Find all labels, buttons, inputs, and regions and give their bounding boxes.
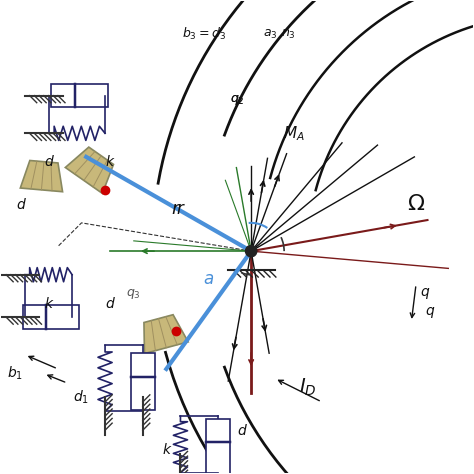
Text: $a$: $a$ <box>203 270 214 288</box>
Text: $k$: $k$ <box>162 442 172 457</box>
Polygon shape <box>131 354 155 410</box>
Text: $q_2$: $q_2$ <box>230 93 244 107</box>
Text: $b_1$: $b_1$ <box>8 365 24 383</box>
Text: $n_3$: $n_3$ <box>282 28 296 41</box>
Polygon shape <box>144 315 188 354</box>
Text: $k$: $k$ <box>105 155 116 169</box>
Polygon shape <box>51 84 108 108</box>
Text: $q_2$: $q_2$ <box>230 93 244 107</box>
Polygon shape <box>206 419 230 474</box>
Text: $b_3=d_3$: $b_3=d_3$ <box>182 27 226 43</box>
Text: $d$: $d$ <box>16 197 27 212</box>
Text: $d_1$: $d_1$ <box>73 389 90 406</box>
Text: $q$: $q$ <box>420 286 431 301</box>
Text: $d$: $d$ <box>105 296 116 310</box>
Polygon shape <box>23 305 79 329</box>
Text: $r$: $r$ <box>171 200 181 218</box>
Polygon shape <box>20 161 63 191</box>
Text: $r$: $r$ <box>175 200 185 218</box>
Text: $q_3$: $q_3$ <box>126 287 141 301</box>
Text: $q$: $q$ <box>425 305 435 320</box>
Text: $a_3$: $a_3$ <box>263 28 277 41</box>
Polygon shape <box>65 147 113 193</box>
Text: $\Omega$: $\Omega$ <box>407 194 425 214</box>
Circle shape <box>246 246 257 257</box>
Text: $d$: $d$ <box>237 423 248 438</box>
Text: $M_A$: $M_A$ <box>283 124 304 143</box>
Text: $d$: $d$ <box>44 155 55 169</box>
Text: $k$: $k$ <box>44 296 55 310</box>
Text: $I_D$: $I_D$ <box>299 377 317 399</box>
